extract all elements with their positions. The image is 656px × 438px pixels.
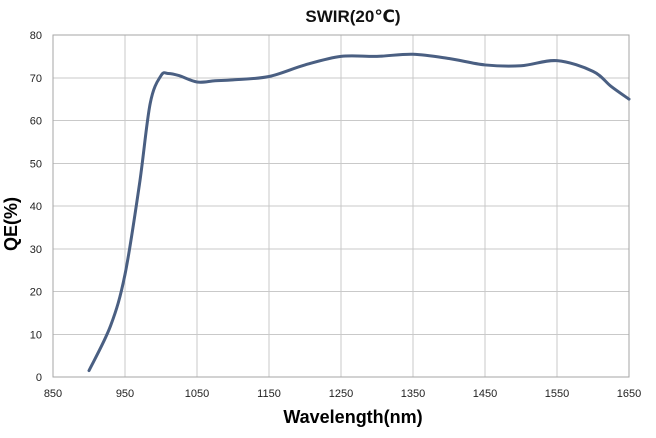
y-tick-label: 40 [30,201,42,213]
grid-lines [53,35,629,377]
y-tick-label: 50 [30,158,42,170]
x-tick-label: 950 [116,388,134,400]
series-layer [87,52,631,373]
y-tick-label: 30 [30,244,42,256]
x-tick-label: 1450 [473,388,497,400]
x-tick-label: 1250 [329,388,353,400]
x-axis-label: Wavelength(nm) [283,407,422,427]
y-tick-label: 0 [36,372,42,384]
y-tick-label: 80 [30,30,42,42]
y-axis-ticks: 0 10 20 30 40 50 60 70 80 [30,30,42,384]
x-axis-ticks: 850 950 1050 1150 1250 1350 1450 1550 1650 [44,388,641,400]
plot-area-frame [52,34,630,378]
x-tick-label: 1350 [401,388,425,400]
x-tick-label: 1650 [617,388,641,400]
chart-title: SWIR(20℃) [305,7,400,26]
x-tick-label: 850 [44,388,62,400]
y-axis-label: QE(%) [1,197,21,251]
qe-series-line [87,52,631,373]
y-tick-label: 20 [30,287,42,299]
y-tick-label: 60 [30,116,42,128]
x-tick-label: 1150 [257,388,281,400]
x-tick-label: 1050 [185,388,209,400]
x-tick-label: 1550 [545,388,569,400]
y-tick-label: 10 [30,329,42,341]
y-tick-label: 70 [30,73,42,85]
